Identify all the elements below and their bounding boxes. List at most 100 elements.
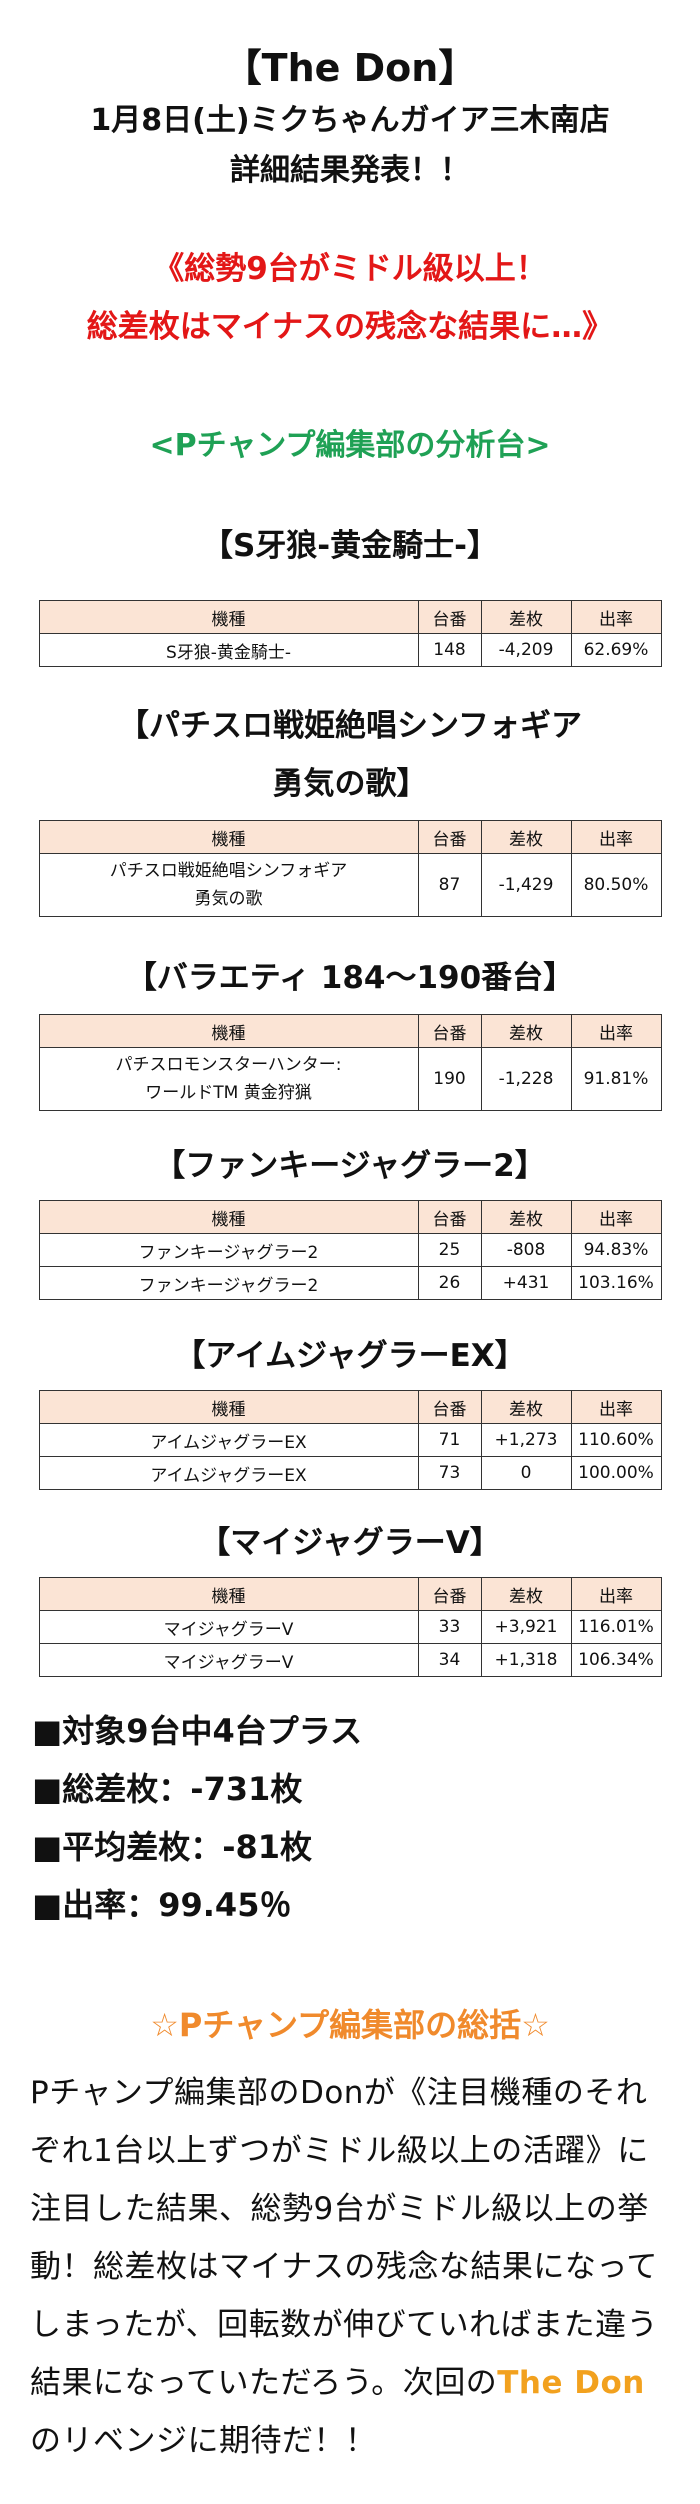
article-header: 【The Don】 1月8日(土)ミクちゃんガイア三木南店 詳細結果発表！！: [0, 40, 700, 196]
section-title: 【バラエティ 184〜190番台】: [125, 960, 575, 996]
results-table: 機種 台番 差枚 出率 パチスロ戦姫絶唱シンフォギア 勇気の歌 87 -1,42…: [38, 820, 662, 917]
results-table: 機種 台番 差枚 出率 マイジャグラーV 33 +3,921 116.01% マ…: [38, 1577, 662, 1677]
table-header-row: 機種 台番 差枚 出率: [38, 1390, 662, 1424]
cell-number: 190: [417, 1047, 482, 1111]
cell-diff: 0: [480, 1456, 572, 1490]
section-garo: 【S牙狼-黄金騎士-】 機種 台番 差枚 出率 S牙狼-黄金騎士- 148 -4…: [0, 520, 700, 667]
header-machine: 機種: [38, 820, 419, 854]
table-row: パチスロ戦姫絶唱シンフォギア 勇気の歌 87 -1,429 80.50%: [38, 853, 662, 917]
date-store-line: 1月8日(土)ミクちゃんガイア三木南店: [90, 103, 610, 138]
table-row: マイジャグラーV 34 +1,318 106.34%: [38, 1643, 662, 1677]
header-rate: 出率: [570, 1200, 662, 1234]
cell-rate: 103.16%: [570, 1266, 662, 1300]
table-row: アイムジャグラーEX 73 0 100.00%: [38, 1456, 662, 1490]
subtitle-line: 詳細結果発表！！: [230, 153, 470, 188]
cell-diff: -4,209: [480, 633, 572, 667]
header-number: 台番: [417, 600, 482, 634]
results-table: 機種 台番 差枚 出率 S牙狼-黄金騎士- 148 -4,209 62.69%: [38, 600, 662, 667]
section-im-juggler: 【アイムジャグラーEX】 機種 台番 差枚 出率 アイムジャグラーEX 71 +…: [0, 1330, 700, 1490]
header-number: 台番: [417, 1577, 482, 1611]
cell-diff: +1,318: [480, 1643, 572, 1677]
header-diff: 差枚: [480, 1577, 572, 1611]
section-title: 【マイジャグラーV】: [199, 1525, 501, 1561]
header-diff: 差枚: [480, 820, 572, 854]
cell-number: 33: [417, 1610, 482, 1644]
conclusion-highlight: The Don: [497, 2365, 645, 2401]
table-row: パチスロモンスターハンター: ワールドTM 黄金狩猟 190 -1,228 91…: [38, 1047, 662, 1111]
summary-plus-count: ■対象9台中4台プラス: [32, 1712, 363, 1750]
table-header-row: 機種 台番 差枚 出率: [38, 1014, 662, 1048]
header-diff: 差枚: [480, 1200, 572, 1234]
cell-rate: 116.01%: [570, 1610, 662, 1644]
conclusion-heading: ☆Pチャンプ編集部の総括☆: [150, 2006, 550, 2044]
cell-machine: S牙狼-黄金騎士-: [38, 633, 419, 667]
cell-rate: 62.69%: [570, 633, 662, 667]
table-header-row: 機種 台番 差枚 出率: [38, 820, 662, 854]
section-title: 【S牙狼-黄金騎士-】: [201, 528, 499, 564]
header-machine: 機種: [38, 1014, 419, 1048]
header-number: 台番: [417, 1200, 482, 1234]
summary-block: ■対象9台中4台プラス ■総差枚：-731枚 ■平均差枚：-81枚 ■出率：99…: [0, 1702, 700, 1934]
summary-average-diff: ■平均差枚：-81枚: [32, 1828, 313, 1866]
conclusion-text-after: のリベンジに期待だ！！: [30, 2423, 377, 2459]
table-header-row: 機種 台番 差枚 出率: [38, 600, 662, 634]
headline-block: 《総勢9台がミドル級以上！ 総差枚はマイナスの残念な結果に…》: [0, 240, 700, 356]
cell-number: 148: [417, 633, 482, 667]
header-rate: 出率: [570, 1390, 662, 1424]
cell-rate: 94.83%: [570, 1233, 662, 1267]
conclusion-paragraph: Pチャンプ編集部のDonが《注目機種のそれぞれ1台以上ずつがミドル級以上の活躍》…: [0, 2064, 700, 2470]
results-table: 機種 台番 差枚 出率 アイムジャグラーEX 71 +1,273 110.60%…: [38, 1390, 662, 1490]
cell-machine-line-1: パチスロモンスターハンター:: [115, 1055, 342, 1075]
cell-machine: パチスロモンスターハンター: ワールドTM 黄金狩猟: [38, 1047, 419, 1111]
cell-diff: -808: [480, 1233, 572, 1267]
cell-machine: マイジャグラーV: [38, 1643, 419, 1677]
cell-rate: 80.50%: [570, 853, 662, 917]
cell-machine: ファンキージャグラー2: [38, 1233, 419, 1267]
cell-number: 26: [417, 1266, 482, 1300]
cell-diff: -1,429: [480, 853, 572, 917]
cell-machine: アイムジャグラーEX: [38, 1423, 419, 1457]
table-row: ファンキージャグラー2 25 -808 94.83%: [38, 1233, 662, 1267]
header-rate: 出率: [570, 820, 662, 854]
table-row: マイジャグラーV 33 +3,921 116.01%: [38, 1610, 662, 1644]
table-row: ファンキージャグラー2 26 +431 103.16%: [38, 1266, 662, 1300]
cell-diff: +3,921: [480, 1610, 572, 1644]
cell-rate: 91.81%: [570, 1047, 662, 1111]
section-title: 【ファンキージャグラー2】: [154, 1148, 546, 1184]
cell-number: 73: [417, 1456, 482, 1490]
section-variety: 【バラエティ 184〜190番台】 機種 台番 差枚 出率 パチスロモンスターハ…: [0, 952, 700, 1111]
section-title-line-2: 勇気の歌】: [272, 766, 428, 802]
cell-machine: ファンキージャグラー2: [38, 1266, 419, 1300]
section-title: 【パチスロ戦姫絶唱シンフォギア: [117, 708, 583, 744]
section-symphogear: 【パチスロ戦姫絶唱シンフォギア 勇気の歌】 機種 台番 差枚 出率 パチスロ戦姫…: [0, 700, 700, 917]
header-diff: 差枚: [480, 1014, 572, 1048]
section-funky-juggler: 【ファンキージャグラー2】 機種 台番 差枚 出率 ファンキージャグラー2 25…: [0, 1140, 700, 1300]
cell-number: 25: [417, 1233, 482, 1267]
cell-diff: +1,273: [480, 1423, 572, 1457]
cell-machine: パチスロ戦姫絶唱シンフォギア 勇気の歌: [38, 853, 419, 917]
table-row: S牙狼-黄金騎士- 148 -4,209 62.69%: [38, 633, 662, 667]
header-number: 台番: [417, 1390, 482, 1424]
header-diff: 差枚: [480, 600, 572, 634]
header-machine: 機種: [38, 1390, 419, 1424]
cell-machine-line-1: パチスロ戦姫絶唱シンフォギア: [109, 861, 348, 881]
table-header-row: 機種 台番 差枚 出率: [38, 1577, 662, 1611]
cell-machine: マイジャグラーV: [38, 1610, 419, 1644]
analysis-heading: <Pチャンプ編集部の分析台>: [149, 428, 551, 463]
header-rate: 出率: [570, 600, 662, 634]
cell-number: 87: [417, 853, 482, 917]
results-table: 機種 台番 差枚 出率 パチスロモンスターハンター: ワールドTM 黄金狩猟 1…: [38, 1014, 662, 1111]
section-my-juggler: 【マイジャグラーV】 機種 台番 差枚 出率 マイジャグラーV 33 +3,92…: [0, 1517, 700, 1677]
header-number: 台番: [417, 1014, 482, 1048]
headline-line-2: 総差枚はマイナスの残念な結果に…》: [86, 309, 614, 345]
article-title: 【The Don】: [223, 46, 477, 90]
cell-number: 71: [417, 1423, 482, 1457]
table-header-row: 機種 台番 差枚 出率: [38, 1200, 662, 1234]
headline-line-1: 《総勢9台がミドル級以上！: [153, 251, 547, 287]
header-diff: 差枚: [480, 1390, 572, 1424]
cell-machine: アイムジャグラーEX: [38, 1456, 419, 1490]
results-table: 機種 台番 差枚 出率 ファンキージャグラー2 25 -808 94.83% フ…: [38, 1200, 662, 1300]
conclusion-text-before: Pチャンプ編集部のDonが《注目機種のそれぞれ1台以上ずつがミドル級以上の活躍》…: [30, 2075, 659, 2401]
header-machine: 機種: [38, 600, 419, 634]
